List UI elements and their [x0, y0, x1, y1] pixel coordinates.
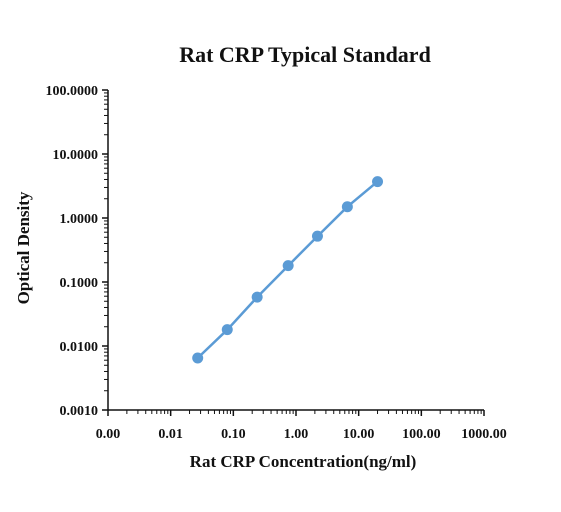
y-tick-label: 10.0000: [53, 148, 99, 163]
y-tick-label: 1.0000: [60, 212, 99, 227]
x-axis-label: Rat CRP Concentration(ng/ml): [190, 452, 417, 471]
y-tick-label: 0.1000: [60, 276, 99, 291]
x-tick-label: 0.10: [221, 427, 246, 442]
y-tick-label: 100.0000: [46, 84, 99, 99]
data-point: [372, 176, 384, 188]
data-point: [192, 352, 204, 364]
x-tick-label: 100.00: [402, 427, 441, 442]
x-tick-label: 0.00: [96, 427, 121, 442]
series-layer: [192, 176, 384, 364]
tick-labels: 0.00 0.01 0.10 1.00 10.00 100.00 1000.00 0.0010…: [46, 84, 507, 442]
x-tick-label: 10.00: [343, 427, 375, 442]
data-point: [251, 291, 263, 303]
x-tick-label: 1.00: [284, 427, 309, 442]
data-point: [341, 201, 353, 213]
data-point: [311, 230, 323, 242]
data-point: [282, 260, 294, 272]
y-tick-label: 0.0100: [60, 340, 99, 355]
x-tick-label: 1000.00: [461, 427, 507, 442]
x-tick-label: 0.01: [158, 427, 183, 442]
chart-title: Rat CRP Typical Standard: [179, 42, 431, 67]
y-axis-label: Optical Density: [14, 191, 33, 304]
ticks: [102, 89, 485, 416]
data-point: [221, 324, 233, 336]
y-tick-label: 0.0010: [60, 404, 99, 419]
axes: [107, 90, 484, 411]
